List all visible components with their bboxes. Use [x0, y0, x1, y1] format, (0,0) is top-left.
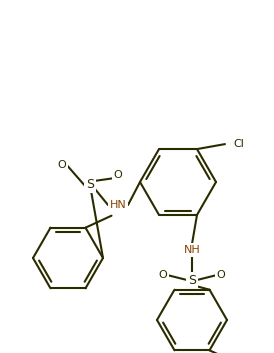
Text: NH: NH — [184, 245, 200, 255]
Text: O: O — [159, 270, 167, 280]
Text: O: O — [58, 160, 66, 170]
Text: S: S — [188, 274, 196, 287]
Text: O: O — [217, 270, 226, 280]
Text: Cl: Cl — [233, 139, 244, 149]
Text: S: S — [86, 179, 94, 191]
Text: HN: HN — [110, 200, 126, 210]
Text: O: O — [114, 170, 122, 180]
